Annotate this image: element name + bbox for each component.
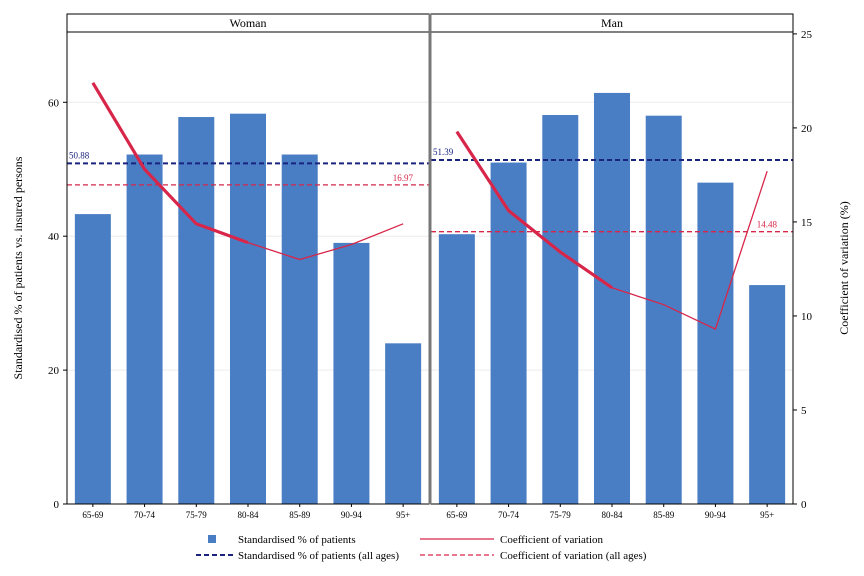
x-tick-label: 65-69 xyxy=(82,510,103,520)
panel-woman: Woman 65-69 70-74 75-79 80-84 85-89 90-94 95+ 50… xyxy=(66,13,430,520)
legend-label: Standardised % of patients (all ages) xyxy=(238,550,399,562)
x-tick-label: 80-84 xyxy=(602,510,623,520)
bar xyxy=(333,242,370,504)
legend-label: Coefficient of variation xyxy=(500,534,604,546)
x-tick-label: 65-69 xyxy=(446,510,467,520)
x-tick-label: 70-74 xyxy=(134,510,155,520)
legend-entry: Coefficient of variation xyxy=(420,534,604,546)
x-tick-label: 70-74 xyxy=(498,510,519,520)
bar xyxy=(645,115,682,505)
x-tick-label: 75-79 xyxy=(550,510,571,520)
x-tick-label: 90-94 xyxy=(341,510,362,520)
y-left-axis-label: Standardised % of patients vs. insured p… xyxy=(11,156,25,379)
x-tick-label: 90-94 xyxy=(705,510,726,520)
axes-layer: 0 20 40 60 Standardised % of patients vs. in… xyxy=(11,14,851,511)
bar xyxy=(126,154,163,504)
y-right-tick-label: 15 xyxy=(801,217,813,229)
bar xyxy=(178,117,215,504)
bar xyxy=(385,343,422,504)
legend-entry: Standardised % of patients xyxy=(208,534,356,546)
y-left-tick-label: 60 xyxy=(48,97,60,109)
ref-label-pct: 50.88 xyxy=(69,150,90,160)
bar xyxy=(281,154,318,504)
y-left-tick-label: 40 xyxy=(48,231,60,243)
bar xyxy=(749,285,786,504)
y-left-tick-label: 0 xyxy=(54,499,60,511)
legend-label: Standardised % of patients xyxy=(238,534,356,546)
panel-man: Man 65-69 70-74 75-79 80-84 85-89 90-94 95+ 51.3… xyxy=(430,13,794,520)
y-right-tick-label: 10 xyxy=(801,311,813,323)
y-right-tick-label: 20 xyxy=(801,123,813,135)
legend-swatch-bar xyxy=(208,535,216,543)
legend-entry: Coefficient of variation (all ages) xyxy=(420,550,647,562)
legend-label: Coefficient of variation (all ages) xyxy=(500,550,647,562)
ref-label-cv: 16.97 xyxy=(393,173,414,183)
ref-label-cv: 14.48 xyxy=(757,220,778,230)
x-tick-label: 95+ xyxy=(760,510,774,520)
x-tick-label: 85-89 xyxy=(653,510,674,520)
bar xyxy=(697,182,734,504)
bar xyxy=(594,92,630,505)
x-tick-label: 75-79 xyxy=(186,510,207,520)
panel-title: Woman xyxy=(229,16,266,30)
cv-line-bold xyxy=(455,130,613,290)
y-left-tick-label: 20 xyxy=(48,365,60,377)
panel-title: Man xyxy=(601,16,623,30)
bar xyxy=(74,214,111,504)
legend-layer: Standardised % of patients Coefficient of… xyxy=(196,534,647,562)
x-tick-label: 85-89 xyxy=(289,510,310,520)
y-right-tick-label: 25 xyxy=(801,29,813,41)
x-tick-label: 95+ xyxy=(396,510,410,520)
bar xyxy=(230,113,266,504)
panels-layer: Woman 65-69 70-74 75-79 80-84 85-89 90-94 95+ 50… xyxy=(66,13,794,520)
bar xyxy=(490,162,527,504)
cv-line-thin xyxy=(247,223,404,261)
cv-line-bold xyxy=(91,81,249,245)
y-right-tick-label: 0 xyxy=(801,499,807,511)
y-right-tick-label: 5 xyxy=(801,405,807,417)
cv-line-thin xyxy=(611,170,768,331)
x-tick-label: 80-84 xyxy=(238,510,259,520)
bar xyxy=(438,234,475,504)
y-right-axis-label: Coefficient of variation (%) xyxy=(837,201,851,334)
legend-entry: Standardised % of patients (all ages) xyxy=(196,550,399,562)
bar xyxy=(542,115,579,505)
ref-label-pct: 51.39 xyxy=(433,147,454,157)
